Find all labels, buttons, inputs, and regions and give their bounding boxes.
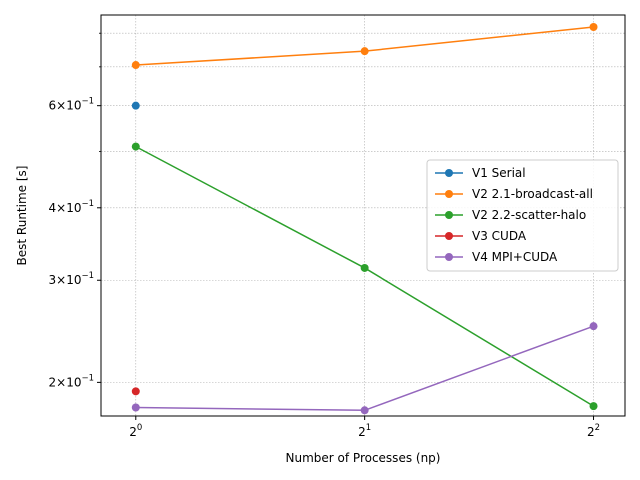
legend-label: V2 2.1-broadcast-all	[472, 187, 593, 201]
y-tick-label: 4×10−1	[48, 199, 94, 215]
series-v4-mpi-cuda	[131, 322, 598, 415]
series-v3-cuda	[131, 387, 140, 396]
data-point	[360, 406, 369, 415]
legend-item: V3 CUDA	[435, 229, 527, 243]
legend-label: V4 MPI+CUDA	[472, 250, 558, 264]
y-tick-label: 6×10−1	[48, 97, 94, 113]
data-point	[360, 263, 369, 272]
legend: V1 Serial V2 2.1-broadcast-all V2 2.2-scat…	[426, 159, 619, 272]
data-point	[360, 47, 369, 56]
legend-marker	[445, 253, 453, 261]
x-tick-label: 21	[358, 423, 371, 439]
x-tick-label: 20	[129, 423, 142, 439]
legend-item: V4 MPI+CUDA	[435, 250, 558, 264]
data-point	[589, 322, 598, 331]
x-axis-label: Number of Processes (np)	[286, 451, 441, 465]
legend-marker	[445, 169, 453, 177]
data-point	[131, 101, 140, 110]
series-v1-serial	[131, 101, 140, 110]
data-point	[589, 22, 598, 31]
y-tick-label: 3×10−1	[48, 271, 94, 287]
data-point	[131, 61, 140, 70]
legend-item: V2 2.1-broadcast-all	[435, 187, 593, 201]
legend-marker	[445, 232, 453, 240]
series-layer	[131, 22, 598, 415]
data-point	[131, 142, 140, 151]
data-point	[131, 403, 140, 412]
legend-label: V3 CUDA	[472, 229, 527, 243]
legend-item: V2 2.2-scatter-halo	[435, 208, 586, 222]
legend-box	[426, 159, 619, 272]
series-v2-2-1-broadcast-all	[131, 22, 598, 70]
data-point	[589, 402, 598, 411]
y-axis-label: Best Runtime [s]	[15, 166, 29, 266]
y-tick-label: 2×10−1	[48, 373, 94, 389]
plot-frame	[100, 14, 626, 417]
x-tick-label: 22	[587, 423, 600, 439]
axis-ticks: 20 21 22 2×10−1 3×10−1 4×10−1 6×10−1	[48, 32, 600, 439]
legend-marker	[445, 211, 453, 219]
data-point	[131, 387, 140, 396]
series-line	[135, 325, 594, 412]
legend-marker	[445, 190, 453, 198]
series-v2-2-2-scatter-halo	[131, 142, 598, 411]
legend-label: V1 Serial	[472, 166, 526, 180]
legend-label: V2 2.2-scatter-halo	[472, 208, 586, 222]
grid-lines	[101, 15, 625, 416]
legend-item: V1 Serial	[435, 166, 526, 180]
